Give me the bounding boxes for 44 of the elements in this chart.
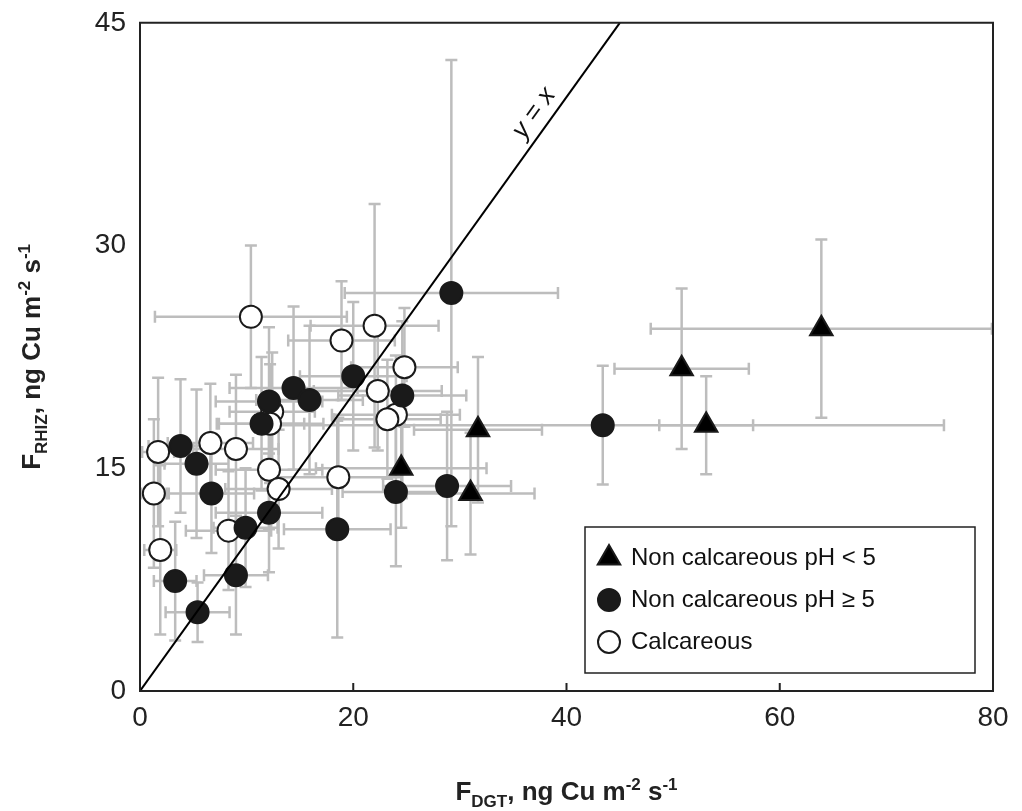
point (326, 465, 351, 490)
point (435, 474, 460, 499)
point (362, 313, 387, 338)
y-tick-label: 15 (94, 450, 126, 482)
point (375, 407, 400, 432)
point (184, 451, 209, 476)
point (341, 364, 366, 389)
point (325, 517, 350, 542)
point (383, 480, 408, 505)
point (392, 355, 417, 380)
point (390, 383, 415, 408)
y-tick-label: 0 (110, 673, 126, 705)
point (146, 439, 171, 464)
point (148, 537, 173, 562)
x-tick-label: 40 (550, 700, 583, 732)
x-tick-label: 0 (132, 700, 148, 732)
point (281, 376, 306, 401)
point (439, 281, 464, 306)
point (365, 379, 390, 404)
point (238, 304, 263, 329)
y-tick-label: 45 (94, 5, 126, 37)
x-tick-label: 20 (337, 700, 369, 732)
legend-label: Calcareous (631, 626, 753, 654)
point (249, 411, 274, 436)
point (329, 328, 354, 353)
point (168, 433, 193, 458)
point (233, 515, 258, 540)
point (198, 431, 223, 456)
annotation: y = x (503, 79, 562, 146)
point (141, 481, 166, 506)
legend-label: Non calcareous pH < 5 (631, 542, 876, 570)
point (590, 413, 615, 438)
point (257, 389, 282, 414)
point (199, 481, 224, 506)
x-tick-label: 80 (977, 700, 1009, 732)
y-axis-title: FRHIZ, ng Cu m-2 s-1 (14, 243, 51, 470)
point (223, 436, 248, 461)
x-tick-label: 60 (764, 700, 796, 732)
point (163, 569, 188, 594)
point (223, 563, 248, 588)
point (257, 457, 282, 482)
point (297, 387, 322, 412)
legend-label: Non calcareous pH ≥ 5 (631, 584, 875, 612)
y-tick-label: 30 (94, 228, 126, 260)
